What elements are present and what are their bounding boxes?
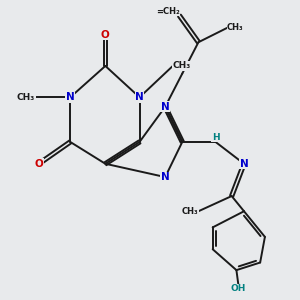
Text: CH₃: CH₃ (182, 207, 198, 216)
Text: OH: OH (231, 284, 246, 293)
Text: O: O (34, 159, 43, 169)
Text: H: H (212, 133, 219, 142)
Text: N: N (161, 172, 170, 182)
Text: =CH₂: =CH₂ (156, 7, 179, 16)
Text: O: O (101, 30, 110, 40)
Text: CH₃: CH₃ (17, 93, 35, 102)
Text: CH₃: CH₃ (227, 23, 244, 32)
Text: N: N (240, 159, 248, 169)
Text: N: N (161, 102, 170, 112)
Text: CH₃: CH₃ (173, 61, 191, 70)
Text: N: N (135, 92, 144, 102)
Text: N: N (66, 92, 75, 102)
